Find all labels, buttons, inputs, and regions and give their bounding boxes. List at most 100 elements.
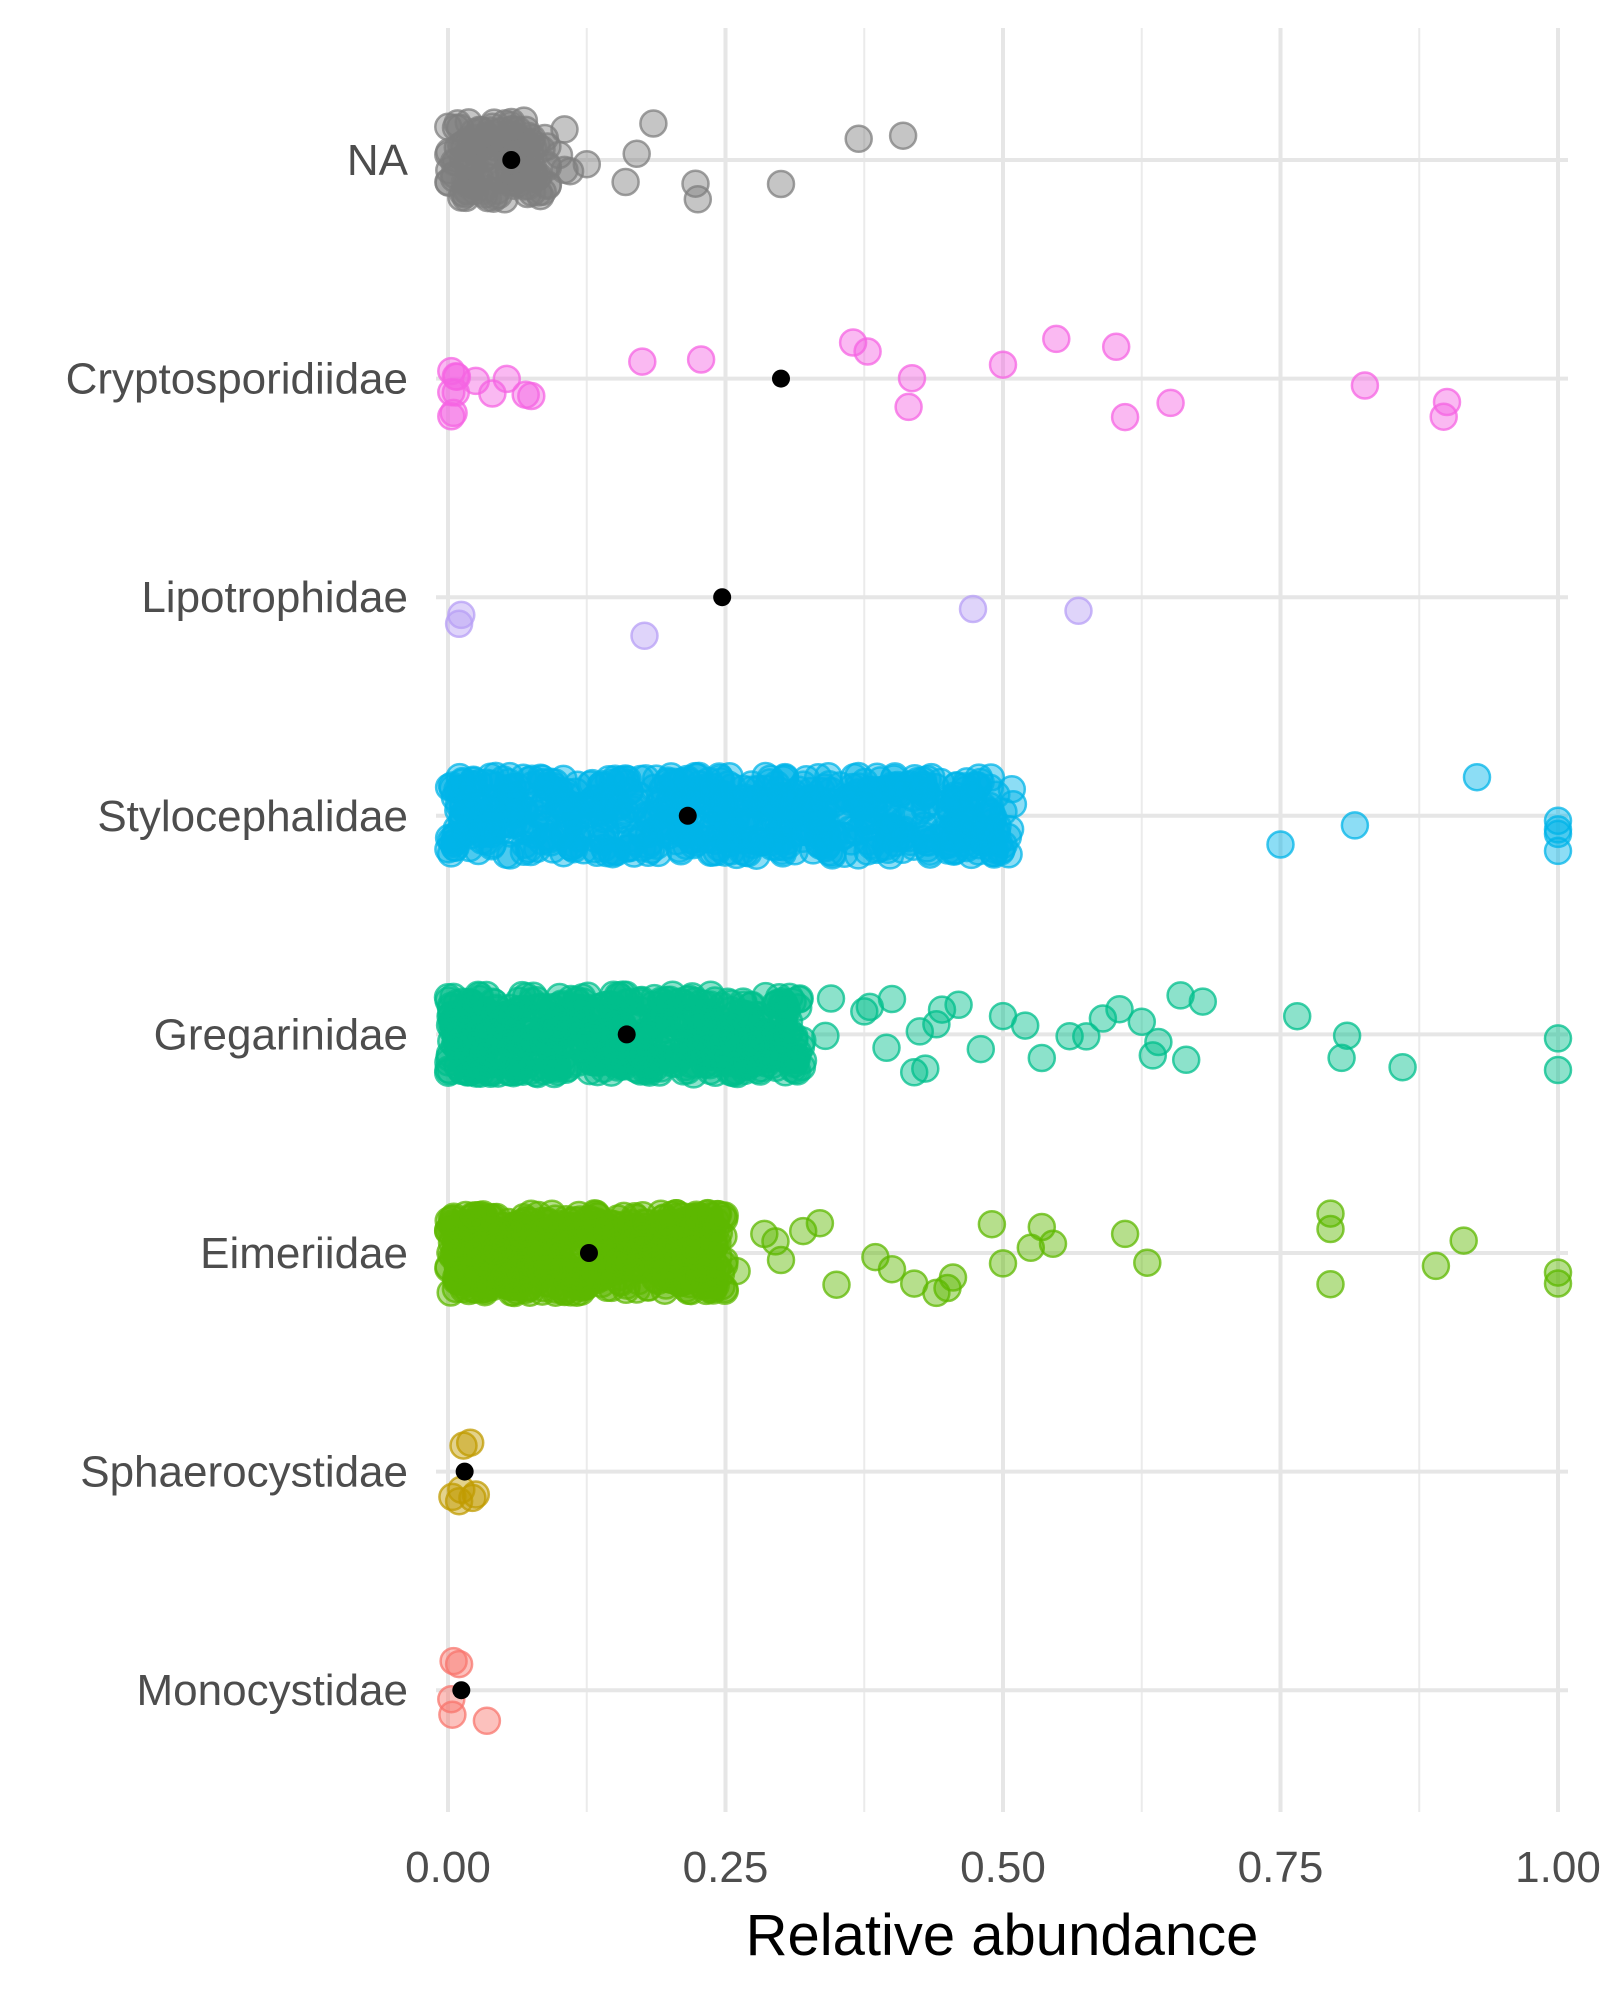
data-point: [599, 980, 628, 1010]
data-point: [811, 1021, 840, 1051]
data-point: [434, 772, 464, 802]
data-point: [1327, 1043, 1356, 1073]
data-point: [927, 995, 957, 1024]
data-point: [457, 1203, 486, 1233]
data-point: [698, 1274, 727, 1303]
data-point: [572, 149, 602, 179]
data-point: [844, 124, 873, 154]
y-tick-label: Sphaerocystidae: [80, 1448, 408, 1497]
data-point: [492, 364, 522, 394]
data-point: [705, 1020, 735, 1050]
data-point: [805, 1208, 835, 1238]
data-point: [1543, 1055, 1573, 1085]
mean-point: [455, 1462, 474, 1481]
data-point: [761, 1227, 790, 1256]
data-point: [878, 771, 907, 800]
data-point: [1010, 1011, 1040, 1040]
data-point: [951, 772, 980, 801]
data-point: [722, 1256, 751, 1286]
data-point: [1101, 332, 1131, 362]
data-point: [1072, 1022, 1101, 1051]
data-point: [550, 115, 579, 144]
data-point: [1088, 1004, 1118, 1033]
data-point: [938, 1263, 968, 1292]
data-point: [504, 994, 534, 1024]
data-point: [458, 1483, 487, 1513]
data-point: [459, 1029, 489, 1058]
data-point: [1332, 1021, 1362, 1050]
data-point: [611, 167, 640, 197]
data-point: [696, 980, 725, 1009]
data-point: [757, 801, 786, 831]
data-point: [917, 814, 946, 844]
data-point: [815, 769, 844, 799]
mean-point: [452, 1681, 471, 1700]
data-point: [524, 992, 554, 1022]
data-point: [437, 402, 466, 431]
data-point: [1127, 1007, 1157, 1037]
data-point: [639, 109, 668, 138]
y-tick-label: Stylocephalidae: [97, 792, 408, 841]
data-point: [568, 1034, 597, 1063]
data-point: [814, 761, 843, 791]
data-point: [958, 594, 988, 624]
data-point: [984, 828, 1014, 857]
data-point: [899, 832, 928, 861]
data-point: [665, 834, 694, 864]
data-point: [596, 837, 626, 866]
x-tick-label: 0.00: [405, 1843, 491, 1892]
mean-point: [678, 806, 697, 825]
data-point: [480, 1236, 510, 1265]
data-point: [872, 1033, 901, 1063]
x-tick-label: 0.25: [683, 1843, 769, 1892]
data-point: [1462, 762, 1492, 792]
data-point: [873, 804, 902, 834]
data-point: [458, 1266, 487, 1295]
data-point: [681, 761, 710, 791]
data-point: [794, 797, 824, 826]
y-tick-label: Monocystidae: [137, 1666, 408, 1715]
data-point: [696, 838, 725, 867]
data-point: [502, 1051, 532, 1080]
data-point: [1543, 1024, 1573, 1053]
y-tick-label: NA: [347, 136, 409, 185]
x-tick-label: 0.75: [1238, 1843, 1324, 1892]
data-point: [681, 169, 710, 198]
data-point: [1188, 987, 1218, 1016]
data-point: [822, 1270, 851, 1299]
data-point: [771, 992, 801, 1022]
data-point: [517, 381, 546, 411]
data-point: [498, 114, 527, 144]
data-point: [658, 980, 687, 1009]
data-point: [605, 766, 635, 795]
data-point: [1156, 388, 1185, 418]
data-point: [628, 347, 657, 376]
data-point: [661, 1049, 690, 1079]
y-tick-label: Cryptosporidiidae: [66, 355, 408, 404]
data-point: [641, 764, 671, 793]
data-point: [779, 1026, 809, 1055]
data-point: [899, 1058, 929, 1087]
data-point: [977, 1209, 1007, 1239]
x-tick-label: 0.50: [960, 1843, 1046, 1892]
data-point: [966, 1034, 996, 1064]
data-point: [997, 774, 1027, 804]
data-point: [461, 366, 491, 396]
data-point: [1421, 1251, 1451, 1281]
mean-point: [579, 1244, 598, 1262]
data-point: [1133, 1248, 1162, 1277]
data-point: [622, 139, 651, 169]
data-point: [472, 1706, 502, 1736]
data-point: [588, 770, 617, 799]
y-tick-label: Eimeriidae: [200, 1229, 408, 1278]
data-point: [444, 609, 474, 639]
data-point: [1027, 1043, 1057, 1073]
data-point: [543, 1012, 572, 1042]
x-axis-title: Relative abundance: [746, 1903, 1259, 1968]
data-point: [897, 363, 927, 393]
data-point: [1350, 371, 1380, 400]
data-point: [911, 1054, 940, 1083]
data-point: [922, 1010, 951, 1039]
data-point: [1171, 1045, 1201, 1075]
data-point: [679, 1231, 709, 1261]
